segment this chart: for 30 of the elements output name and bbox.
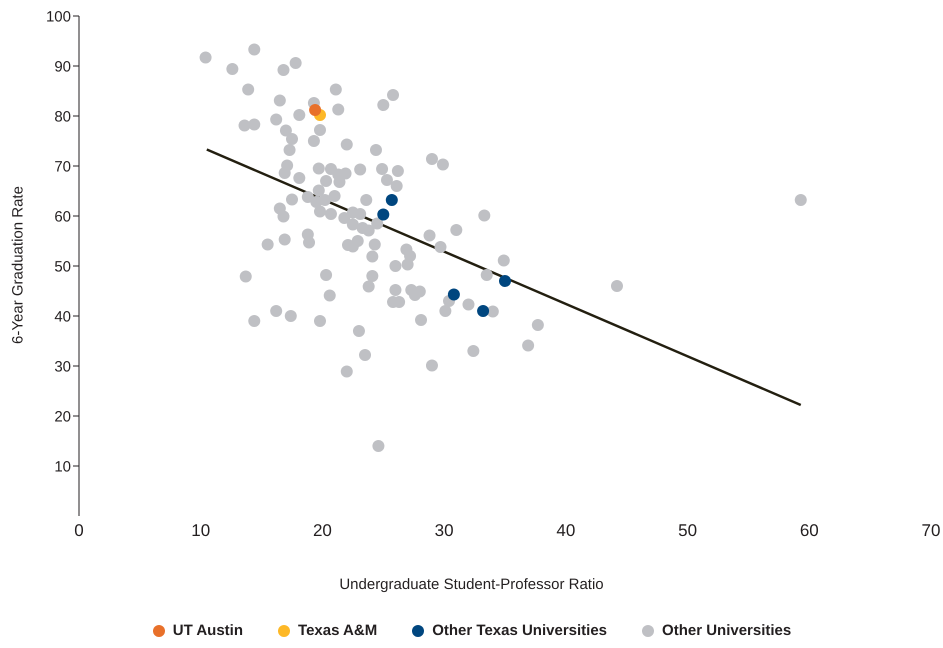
x-tick-label: 40	[556, 521, 576, 540]
y-tick-label: 100	[46, 8, 71, 26]
point	[448, 288, 460, 300]
legend-label: Other Texas Universities	[432, 622, 608, 639]
x-tick-label: 70	[922, 521, 940, 540]
point	[386, 194, 398, 206]
y-tick-label: 60	[54, 208, 71, 226]
y-tick-label: 10	[54, 458, 71, 476]
y-tick-label: 40	[54, 308, 71, 326]
y-axis-title: 6-Year Graduation Rate	[10, 186, 26, 344]
x-tick-label: 60	[800, 521, 819, 540]
x-tick-label: 50	[678, 521, 698, 540]
x-tick-label: 20	[312, 521, 332, 540]
x-tick-label: 30	[434, 521, 454, 540]
point	[499, 275, 511, 287]
y-tick-label: 30	[54, 358, 71, 376]
y-tick-label: 50	[54, 258, 71, 276]
point	[309, 104, 322, 116]
y-tick-label: 20	[54, 408, 71, 426]
legend-label: UT Austin	[172, 622, 244, 639]
x-axis-title: Undergraduate Student-Professor Ratio	[338, 576, 605, 593]
point	[377, 208, 390, 220]
x-tick-label: 0	[74, 521, 84, 540]
point	[477, 305, 490, 317]
legend-label: Texas A&M	[298, 622, 378, 639]
x-tick-label: 10	[191, 521, 210, 540]
legend-label: Other Universities	[662, 622, 792, 639]
y-tick-label: 80	[54, 108, 71, 126]
y-tick-label: 70	[54, 158, 71, 176]
y-tick-label: 90	[54, 58, 71, 76]
